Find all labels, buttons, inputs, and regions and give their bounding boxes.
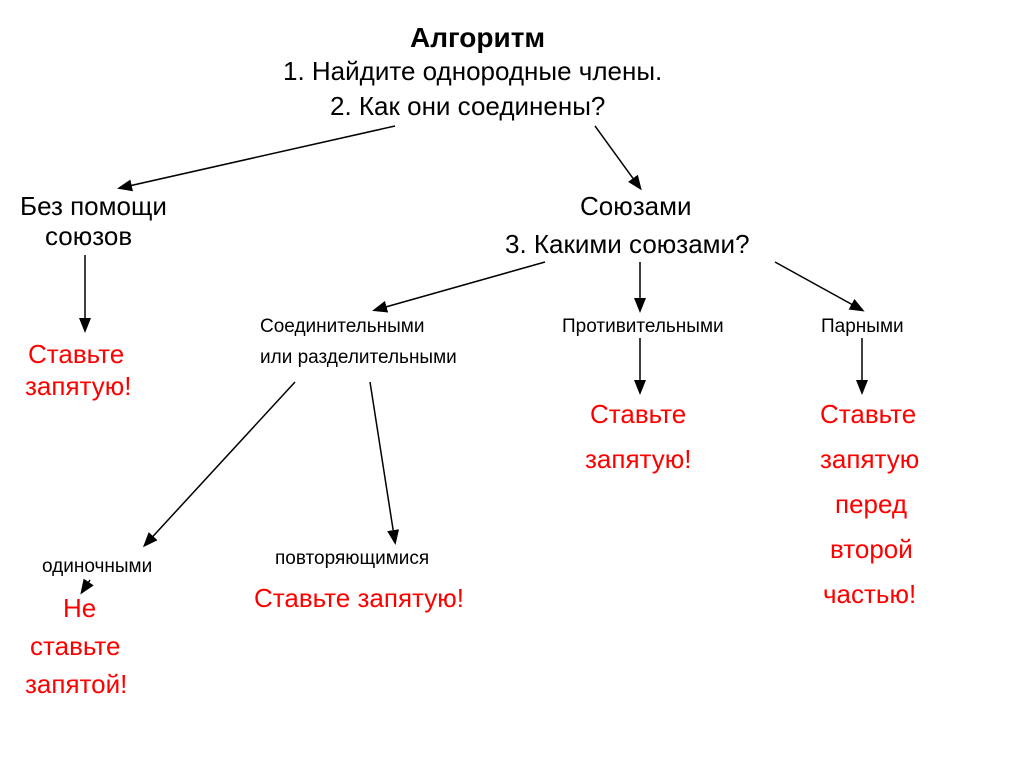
put-comma-2b: запятую! <box>585 443 691 477</box>
put-comma-1b: запятую! <box>25 370 131 404</box>
single: одиночными <box>42 555 152 580</box>
no-union-line1: Без помощи <box>20 190 167 224</box>
connective-line2: или разделительными <box>260 346 457 371</box>
paired: Парными <box>821 315 904 340</box>
put-comma-4: Ставьте запятую! <box>254 582 464 616</box>
title: Алгоритм <box>410 20 545 56</box>
repeating: повторяющимися <box>275 547 429 572</box>
put-comma-3d: второй <box>830 533 913 567</box>
put-comma-3e: частью! <box>823 578 916 612</box>
step3: 3. Какими союзами? <box>505 228 750 262</box>
connective-line1: Соединительными <box>260 315 424 340</box>
no-union-line2: союзов <box>45 220 132 254</box>
step2: 2. Как они соединены? <box>330 90 605 124</box>
no-comma-b: ставьте <box>30 630 120 664</box>
step1: 1. Найдите однородные члены. <box>283 55 662 89</box>
put-comma-3c: перед <box>835 488 907 522</box>
no-comma-c: запятой! <box>25 668 127 702</box>
union: Союзами <box>580 190 692 224</box>
adversative: Противительными <box>562 315 724 340</box>
put-comma-1a: Ставьте <box>28 338 124 372</box>
put-comma-3b: запятую <box>820 443 919 477</box>
put-comma-2a: Ставьте <box>590 398 686 432</box>
put-comma-3a: Ставьте <box>820 398 916 432</box>
no-comma-a: Не <box>63 592 96 626</box>
